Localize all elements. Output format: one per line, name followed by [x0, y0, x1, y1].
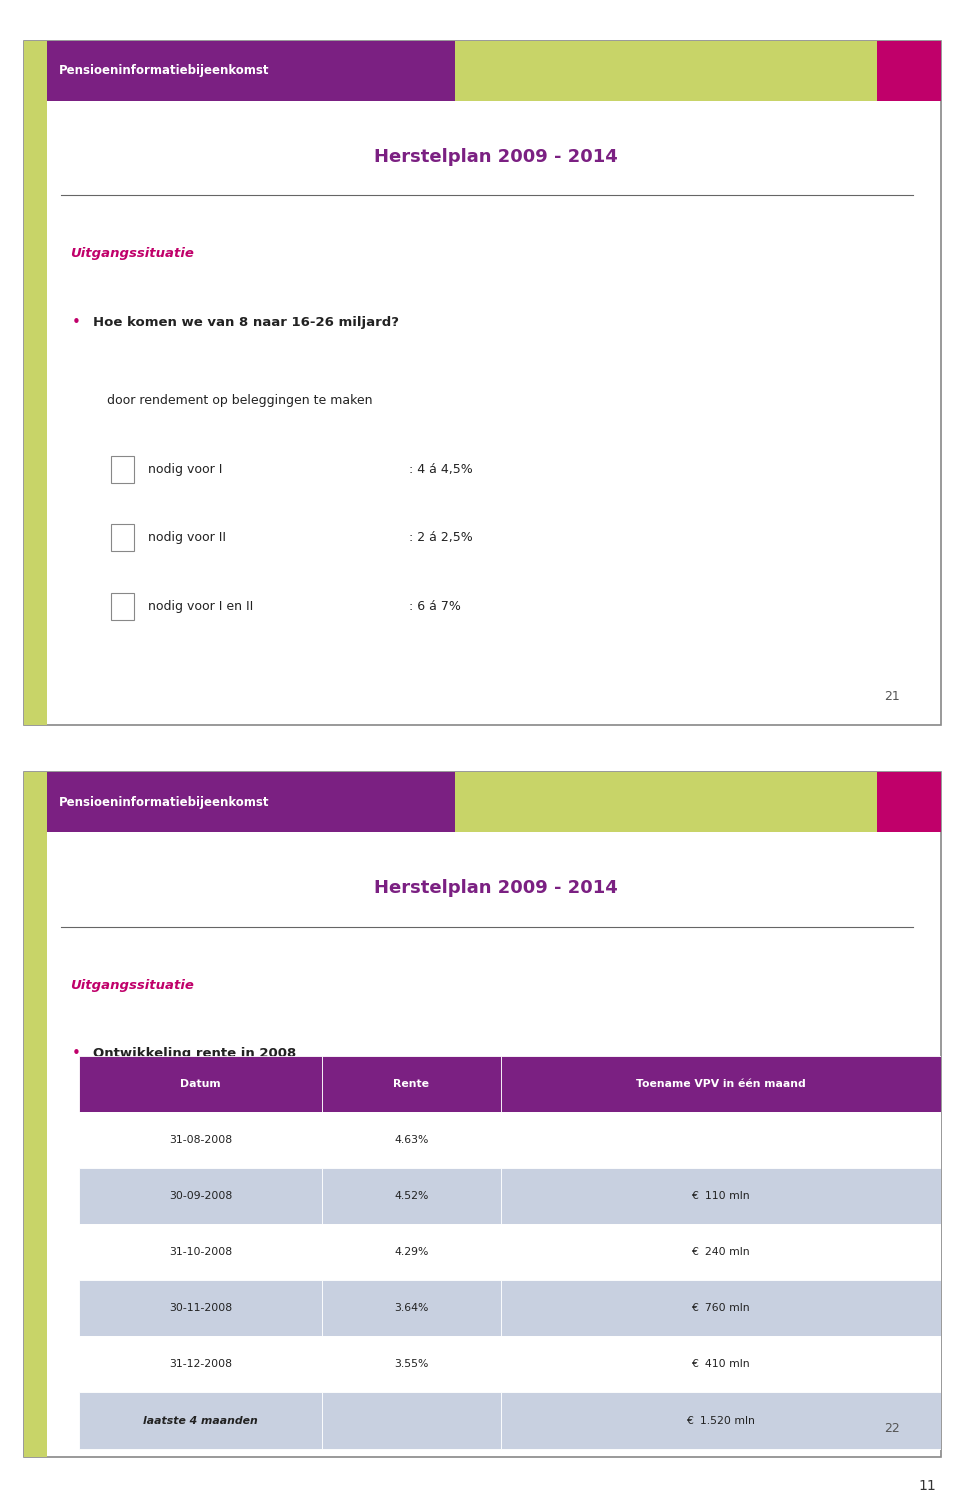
Text: Hoe komen we van 8 naar 16-26 miljard?: Hoe komen we van 8 naar 16-26 miljard?	[93, 316, 398, 328]
Bar	[501, 1224, 941, 1281]
Bar	[111, 456, 134, 483]
Text: €  110 mln: € 110 mln	[691, 1190, 750, 1201]
Text: Uitgangssituatie: Uitgangssituatie	[70, 978, 194, 992]
Text: : 6 á 7%: : 6 á 7%	[409, 600, 461, 613]
Text: 31-10-2008: 31-10-2008	[169, 1248, 232, 1257]
Text: 22: 22	[884, 1422, 900, 1434]
Bar	[501, 1392, 941, 1449]
Bar	[322, 1281, 501, 1336]
Bar	[322, 1055, 501, 1112]
Text: €  410 mln: € 410 mln	[691, 1359, 750, 1370]
Text: Herstelplan 2009 - 2014: Herstelplan 2009 - 2014	[374, 879, 618, 897]
Text: 30-11-2008: 30-11-2008	[169, 1303, 232, 1314]
Text: 31-12-2008: 31-12-2008	[169, 1359, 232, 1370]
Text: €  760 mln: € 760 mln	[691, 1303, 750, 1314]
Bar	[501, 1112, 941, 1168]
Text: laatste 4 maanden: laatste 4 maanden	[143, 1416, 258, 1425]
Bar	[24, 772, 47, 1457]
Text: Toename VPV in één maand: Toename VPV in één maand	[636, 1079, 805, 1088]
Bar	[79, 1336, 322, 1392]
Text: •: •	[72, 315, 81, 330]
Text: Datum: Datum	[180, 1079, 221, 1088]
Text: nodig voor I en II: nodig voor I en II	[148, 600, 253, 613]
Text: 31-08-2008: 31-08-2008	[169, 1135, 232, 1145]
Text: 3.64%: 3.64%	[395, 1303, 428, 1314]
Text: €  240 mln: € 240 mln	[691, 1248, 750, 1257]
Bar	[501, 1336, 941, 1392]
Bar	[501, 1281, 941, 1336]
Text: Pensioeninformatiebijeenkomst: Pensioeninformatiebijeenkomst	[59, 65, 270, 77]
Bar	[111, 593, 134, 620]
Bar	[455, 41, 876, 101]
Bar	[322, 1224, 501, 1281]
Text: nodig voor II: nodig voor II	[148, 531, 226, 545]
Text: Herstelplan 2009 - 2014: Herstelplan 2009 - 2014	[374, 147, 618, 166]
Text: •: •	[72, 1046, 81, 1061]
Text: 4.29%: 4.29%	[395, 1248, 428, 1257]
Bar	[47, 41, 455, 101]
Bar	[79, 1168, 322, 1224]
Text: Ontwikkeling rente in 2008: Ontwikkeling rente in 2008	[93, 1047, 296, 1060]
Bar	[876, 41, 941, 101]
Text: Uitgangssituatie: Uitgangssituatie	[70, 247, 194, 260]
Text: 30-09-2008: 30-09-2008	[169, 1190, 232, 1201]
Bar	[501, 1168, 941, 1224]
Bar	[322, 1112, 501, 1168]
Bar	[876, 772, 941, 832]
Text: 11: 11	[919, 1479, 936, 1493]
Text: Pensioeninformatiebijeenkomst: Pensioeninformatiebijeenkomst	[59, 796, 270, 808]
Bar	[79, 1112, 322, 1168]
Bar	[79, 1392, 322, 1449]
Bar	[47, 772, 455, 832]
Text: 21: 21	[884, 691, 900, 703]
Text: : 2 á 2,5%: : 2 á 2,5%	[409, 531, 473, 545]
Text: nodig voor I: nodig voor I	[148, 464, 222, 476]
Text: €  1.520 mln: € 1.520 mln	[686, 1416, 756, 1425]
Bar	[322, 1336, 501, 1392]
Bar	[79, 1281, 322, 1336]
Bar	[111, 524, 134, 551]
Bar	[455, 772, 876, 832]
Bar	[79, 1224, 322, 1281]
Text: 3.55%: 3.55%	[395, 1359, 428, 1370]
Bar	[322, 1168, 501, 1224]
Bar	[322, 1392, 501, 1449]
Bar	[24, 41, 47, 725]
Text: 4.52%: 4.52%	[395, 1190, 428, 1201]
Text: : 4 á 4,5%: : 4 á 4,5%	[409, 464, 473, 476]
Text: door rendement op beleggingen te maken: door rendement op beleggingen te maken	[107, 394, 372, 408]
Bar	[79, 1055, 322, 1112]
Text: Rente: Rente	[394, 1079, 429, 1088]
Bar	[501, 1055, 941, 1112]
Text: 4.63%: 4.63%	[395, 1135, 428, 1145]
